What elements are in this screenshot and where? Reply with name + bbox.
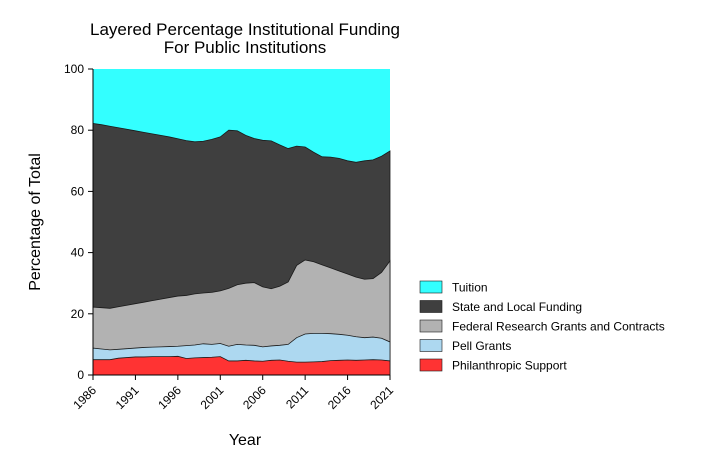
x-tick-label: 2016 bbox=[325, 383, 354, 412]
x-tick-label: 1991 bbox=[113, 383, 142, 412]
legend-label-pell-grants: Pell Grants bbox=[452, 339, 511, 353]
x-tick-label: 2011 bbox=[283, 383, 311, 411]
y-tick-label: 0 bbox=[77, 368, 84, 382]
y-tick-labels: 0 20 40 60 80 100 bbox=[64, 62, 93, 382]
legend-label-state-and-local-funding: State and Local Funding bbox=[452, 300, 582, 314]
axes bbox=[92, 69, 390, 376]
legend: Tuition State and Local Funding Federal Re… bbox=[419, 280, 665, 373]
chart-title-line-1: Layered Percentage Institutional Funding bbox=[90, 20, 400, 39]
x-tick-labels: 1986 1991 1996 2001 2006 2011 2016 2021 bbox=[70, 375, 396, 412]
chart-title-line-2: For Public Institutions bbox=[164, 38, 327, 57]
legend-swatch-philanthropic-support bbox=[419, 358, 443, 372]
y-tick-label: 60 bbox=[71, 184, 85, 198]
legend-swatch-tuition bbox=[419, 280, 443, 294]
area-philanthropic-support bbox=[92, 355, 391, 376]
legend-label-philanthropic-support: Philanthropic Support bbox=[452, 359, 567, 373]
x-tick-label: 1996 bbox=[155, 383, 184, 412]
x-tick-label: 1986 bbox=[70, 383, 99, 412]
legend-label-tuition: Tuition bbox=[452, 281, 488, 295]
legend-swatch-pell-grants bbox=[419, 339, 443, 352]
y-tick-label: 80 bbox=[71, 123, 85, 137]
legend-swatch-state-and-local-funding bbox=[419, 300, 443, 313]
y-tick-label: 20 bbox=[71, 307, 85, 321]
x-tick-label: 2001 bbox=[198, 383, 227, 412]
x-tick-label: 2021 bbox=[367, 383, 396, 412]
y-axis-label: Percentage of Total bbox=[27, 153, 44, 291]
area-layers bbox=[92, 69, 391, 376]
y-tick-label: 100 bbox=[64, 62, 84, 76]
x-tick-label: 2006 bbox=[240, 383, 269, 412]
legend-label-federal-research-grants-and-contracts: Federal Research Grants and Contracts bbox=[452, 320, 665, 334]
y-tick-label: 40 bbox=[71, 246, 85, 260]
x-axis-label: Year bbox=[229, 432, 262, 449]
legend-swatch-federal-research-grants-and-contracts bbox=[419, 319, 443, 333]
